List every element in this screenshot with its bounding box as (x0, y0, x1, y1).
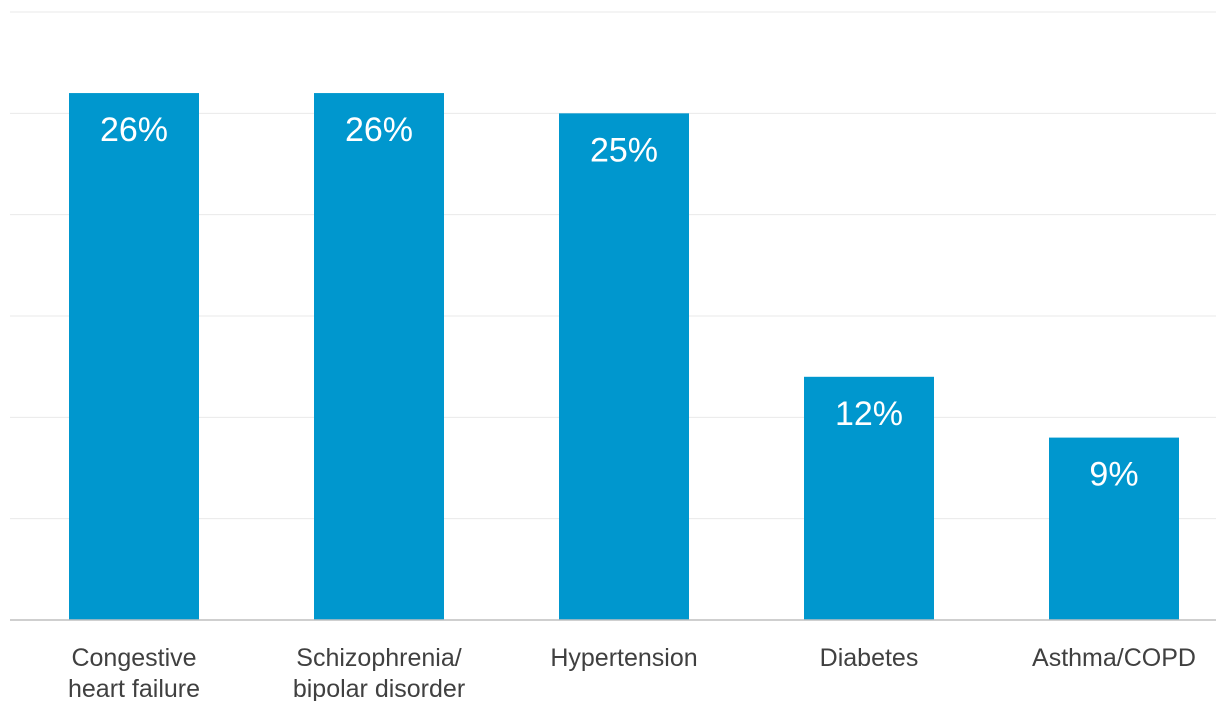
category-label: Schizophrenia/bipolar disorder (293, 644, 465, 701)
bar-value-label: 9% (1089, 456, 1138, 494)
bar (559, 113, 689, 620)
bar-value-label: 26% (345, 111, 413, 149)
bar (314, 93, 444, 621)
category-label: Diabetes (820, 644, 919, 672)
bar (804, 376, 934, 620)
bar-value-label: 26% (100, 111, 168, 149)
value-labels: 26% 26% 25% 12% 9% (100, 111, 1139, 494)
bar (1049, 437, 1179, 620)
bars (69, 93, 1179, 621)
bar-value-label: 25% (590, 131, 658, 169)
category-label: Congestive heart failure (68, 644, 200, 701)
bar-value-label: 12% (835, 395, 903, 433)
category-label: Asthma/COPD (1032, 644, 1196, 672)
bar (69, 93, 199, 621)
category-labels: Congestive heart failure Schizophrenia/bip… (68, 644, 1196, 701)
category-label: Hypertension (550, 644, 697, 672)
